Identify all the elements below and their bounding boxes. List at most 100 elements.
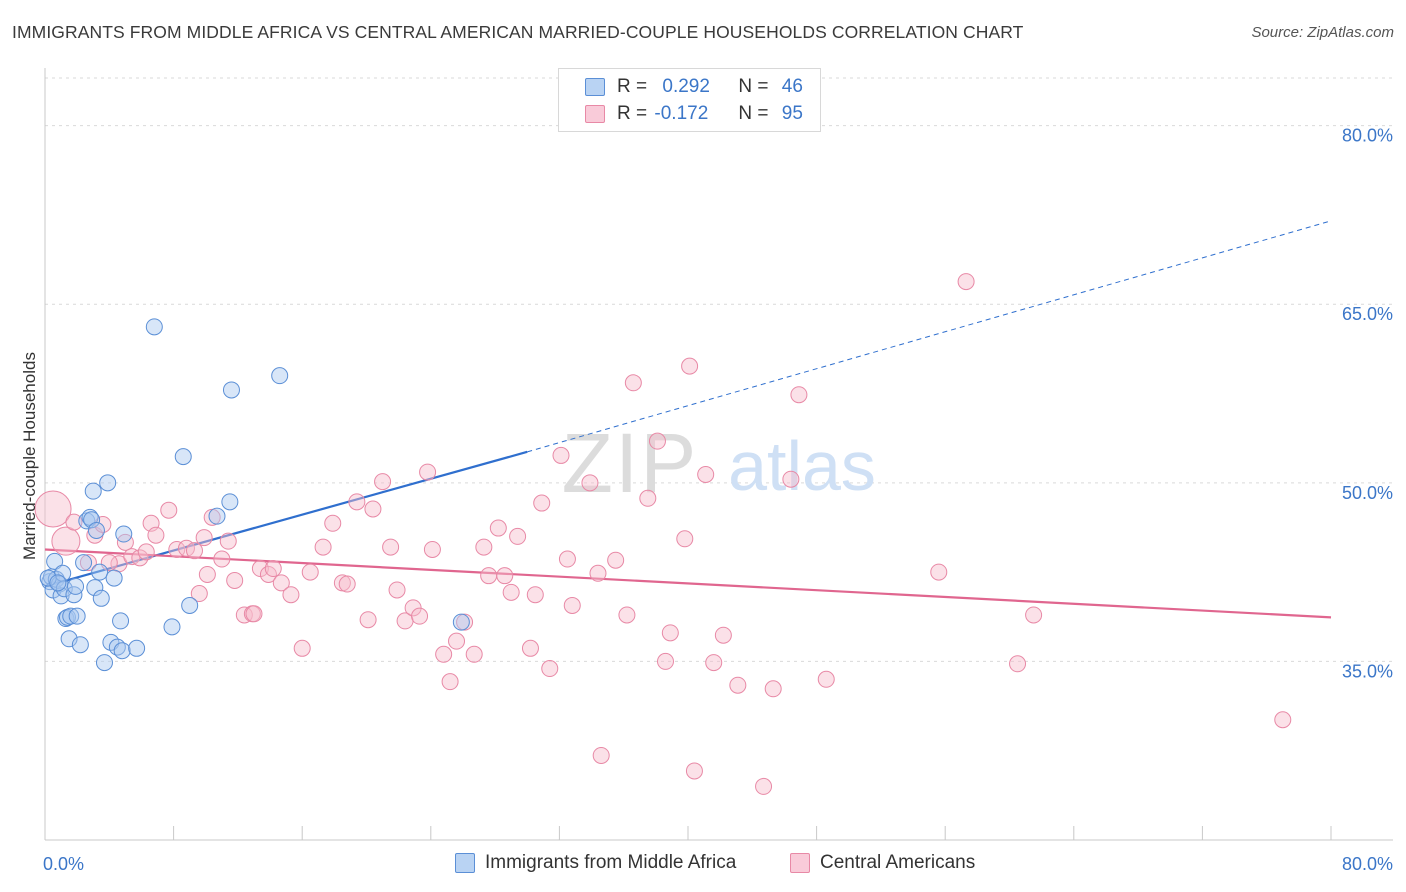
point-central-americans [639, 489, 657, 507]
point-middle-africa [49, 574, 67, 592]
point-middle-africa [113, 642, 131, 660]
point-central-americans [226, 571, 244, 589]
point-central-americans [541, 660, 559, 678]
y-tick-label: 65.0% [1342, 304, 1393, 324]
point-central-americans [348, 493, 366, 511]
point-middle-africa [46, 552, 64, 570]
axis-layer [44, 68, 1393, 841]
point-central-americans [359, 611, 377, 629]
point-central-americans [782, 470, 800, 488]
point-central-americans [51, 526, 81, 556]
point-central-americans [509, 527, 527, 545]
trend-line-middle-africa-extension [527, 220, 1332, 453]
point-middle-africa [208, 507, 226, 525]
watermark-atlas: atlas [728, 427, 876, 505]
point-middle-africa [115, 525, 133, 543]
point-central-americans [264, 560, 282, 578]
point-central-americans [705, 654, 723, 672]
point-central-americans [338, 575, 356, 593]
legend-n-label: N = [738, 103, 769, 124]
point-central-americans [374, 473, 392, 491]
point-central-americans [465, 645, 483, 663]
point-middle-africa [86, 579, 104, 597]
point-central-americans [697, 465, 715, 483]
point-central-americans [160, 501, 178, 519]
point-central-americans [496, 567, 514, 585]
point-middle-africa [71, 636, 89, 654]
point-central-americans [423, 540, 441, 558]
point-central-americans [489, 519, 507, 537]
point-central-americans [293, 639, 311, 657]
legend-n-value: 95 [781, 103, 803, 124]
point-central-americans [441, 673, 459, 691]
point-middle-africa [68, 607, 86, 625]
point-central-americans [190, 585, 208, 603]
point-central-americans [764, 680, 782, 698]
point-central-americans [957, 273, 975, 291]
correlation-legend: R = 0.292 N = 46 R = -0.172 N = 95 [558, 68, 821, 132]
point-central-americans [475, 538, 493, 556]
y-tick-label: 50.0% [1342, 483, 1393, 503]
point-central-americans [676, 530, 694, 548]
point-central-americans [1009, 655, 1027, 673]
point-middle-africa [99, 474, 117, 492]
legend-r-value: -0.172 [654, 103, 709, 124]
source-credit: Source: ZipAtlas.com [1251, 24, 1394, 41]
point-central-americans [185, 542, 203, 560]
point-central-americans [581, 474, 599, 492]
y-tick-label: 80.0% [1342, 126, 1393, 146]
point-middle-africa [60, 630, 78, 648]
bottom-legend-label-pink: Central Americans [820, 852, 976, 873]
point-central-americans [419, 463, 437, 481]
point-middle-africa [92, 589, 110, 607]
point-central-americans [480, 567, 498, 585]
point-central-americans [930, 563, 948, 581]
legend-n-value: 46 [781, 76, 803, 97]
x-tick-label: 0.0% [43, 854, 84, 874]
point-central-americans [272, 574, 290, 592]
point-middle-africa [163, 618, 181, 636]
point-middle-africa [91, 563, 109, 581]
y-tick-label: 35.0% [1342, 661, 1393, 681]
point-middle-africa [62, 607, 80, 625]
point-central-americans [213, 550, 231, 568]
point-middle-africa [83, 511, 101, 529]
point-central-americans [388, 581, 406, 599]
point-central-americans [589, 564, 607, 582]
point-middle-africa [128, 639, 146, 657]
point-middle-africa [221, 493, 239, 511]
legend-swatch-blue [585, 78, 605, 96]
trend-line-middle-africa [44, 450, 528, 588]
point-central-americans [314, 538, 332, 556]
point-central-americans [382, 538, 400, 556]
point-central-americans [282, 586, 300, 604]
bottom-legend-blue: Immigrants from Middle Africa [455, 852, 736, 874]
point-central-americans [681, 357, 699, 375]
point-central-americans [411, 607, 429, 625]
bottom-legend-swatch-pink [790, 853, 810, 873]
point-middle-africa [75, 554, 93, 572]
point-central-americans [195, 529, 213, 547]
point-middle-africa [95, 654, 113, 672]
point-central-americans [301, 563, 319, 581]
point-middle-africa [87, 521, 105, 539]
point-central-americans [755, 777, 773, 795]
point-central-americans [521, 639, 539, 657]
point-central-americans [65, 513, 83, 531]
point-middle-africa [39, 569, 57, 587]
point-central-americans [533, 494, 551, 512]
point-central-americans [661, 624, 679, 642]
point-central-americans [1025, 606, 1043, 624]
point-middle-africa [84, 482, 102, 500]
point-central-americans [448, 632, 466, 650]
point-middle-africa [67, 577, 85, 595]
legend-n-label: N = [738, 76, 769, 97]
point-central-americans [558, 550, 576, 568]
point-central-americans [685, 762, 703, 780]
point-central-americans [624, 374, 642, 392]
point-central-americans [618, 606, 636, 624]
point-central-americans [147, 526, 165, 544]
grid-layer [45, 77, 1393, 662]
point-middle-africa [222, 381, 240, 399]
watermark-zip: ZIP [562, 416, 699, 510]
